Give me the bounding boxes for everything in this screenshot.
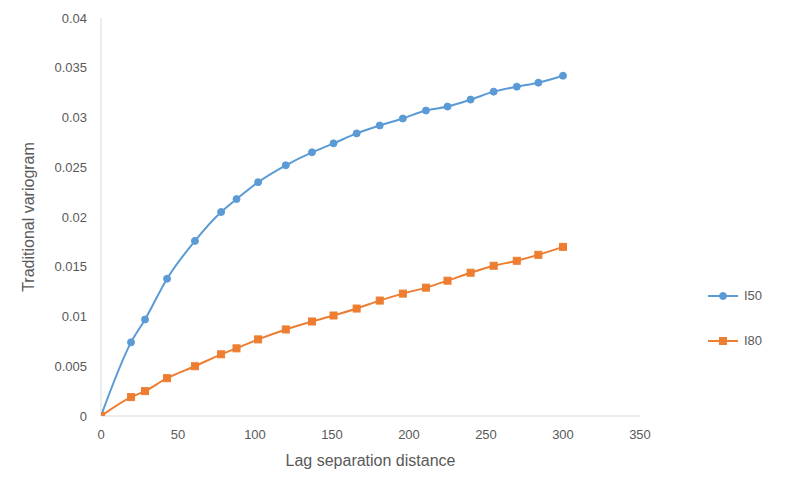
svg-text:0.015: 0.015 (54, 259, 87, 274)
svg-text:0.04: 0.04 (62, 11, 87, 26)
svg-text:0.02: 0.02 (62, 210, 87, 225)
html-text:I50: I50 (744, 288, 763, 303)
svg-text:200: 200 (398, 427, 420, 442)
svg-text:0.035: 0.035 (54, 60, 87, 75)
svg-text:0: 0 (97, 427, 104, 442)
svg-text:Lag separation distance: Lag separation distance (286, 452, 456, 469)
svg-text:150: 150 (321, 427, 343, 442)
svg-text:300: 300 (552, 427, 574, 442)
html-text:I80: I80 (744, 333, 763, 348)
svg-text:50: 50 (171, 427, 185, 442)
svg-text:0: 0 (80, 409, 87, 424)
svg-text:0.03: 0.03 (62, 110, 87, 125)
svg-text:Traditional variogram: Traditional variogram (20, 142, 37, 292)
svg-text:250: 250 (475, 427, 497, 442)
svg-text:350: 350 (629, 427, 651, 442)
svg-text:0.025: 0.025 (54, 160, 87, 175)
svg-text:0.005: 0.005 (54, 359, 87, 374)
svg-text:100: 100 (244, 427, 266, 442)
svg-text:0.01: 0.01 (62, 309, 87, 324)
